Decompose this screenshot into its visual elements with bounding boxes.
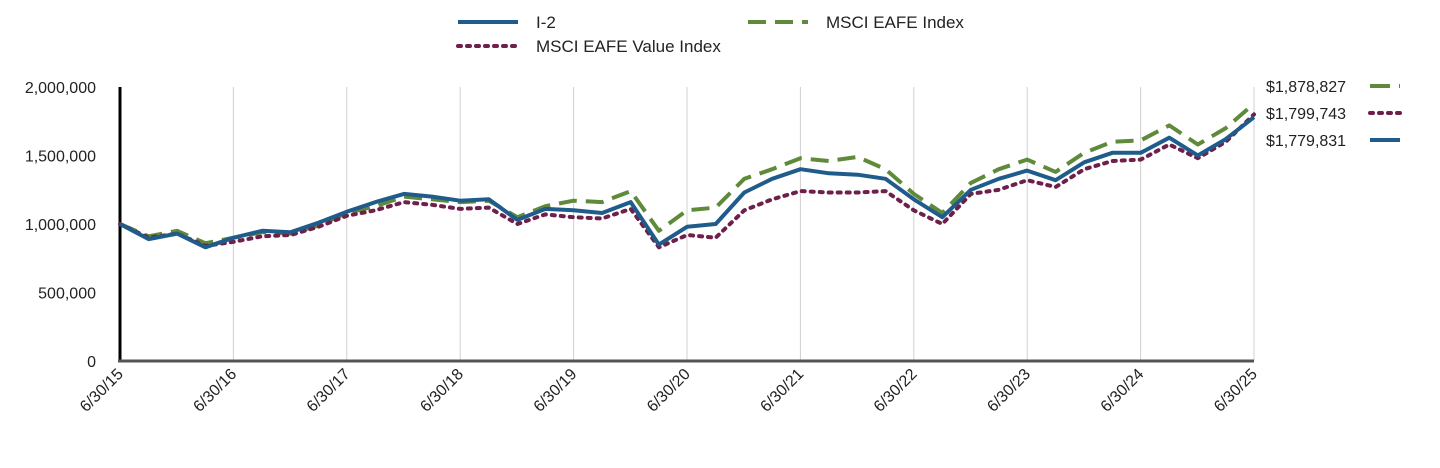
end-value-labels: $1,878,827 $1,799,743 $1,779,831 — [1266, 79, 1402, 150]
y-tick-label: 1,500,000 — [25, 149, 96, 166]
legend-label-0: I-2 — [536, 13, 556, 32]
x-tick-label: 6/30/24 — [1098, 366, 1148, 416]
legend-label-2: MSCI EAFE Value Index — [536, 37, 721, 56]
series-lines — [118, 102, 1256, 250]
x-tick-label: 6/30/19 — [531, 366, 581, 416]
series-line-2 — [118, 112, 1256, 250]
gridlines — [232, 87, 1255, 361]
series-line-0 — [119, 115, 1256, 250]
legend: I-2 MSCI EAFE Index MSCI EAFE Value Index — [456, 13, 964, 56]
x-tick-label: 6/30/23 — [984, 366, 1034, 416]
y-tick-label: 1,000,000 — [25, 217, 96, 234]
x-tick-label: 6/30/25 — [1211, 366, 1261, 416]
x-tick-label: 6/30/18 — [417, 366, 467, 416]
x-tick-label: 6/30/17 — [304, 366, 354, 416]
end-value-label-1: $1,878,827 — [1266, 79, 1346, 96]
x-tick-label: 6/30/21 — [757, 366, 807, 416]
end-value-label-0: $1,779,831 — [1266, 133, 1346, 150]
y-tick-label: 0 — [87, 354, 96, 371]
end-value-label-2: $1,799,743 — [1266, 106, 1346, 123]
x-tick-label: 6/30/22 — [871, 366, 921, 416]
x-tick-label: 6/30/16 — [190, 366, 240, 416]
y-tick-label: 500,000 — [38, 286, 96, 303]
legend-label-1: MSCI EAFE Index — [826, 13, 964, 32]
x-tick-label: 6/30/15 — [77, 366, 127, 416]
axes: 6/30/15 6/30/16 6/30/17 6/30/18 6/30/19 6/30/… — [25, 80, 1261, 416]
x-tick-label: 6/30/20 — [644, 366, 694, 416]
y-tick-label: 2,000,000 — [25, 80, 96, 97]
